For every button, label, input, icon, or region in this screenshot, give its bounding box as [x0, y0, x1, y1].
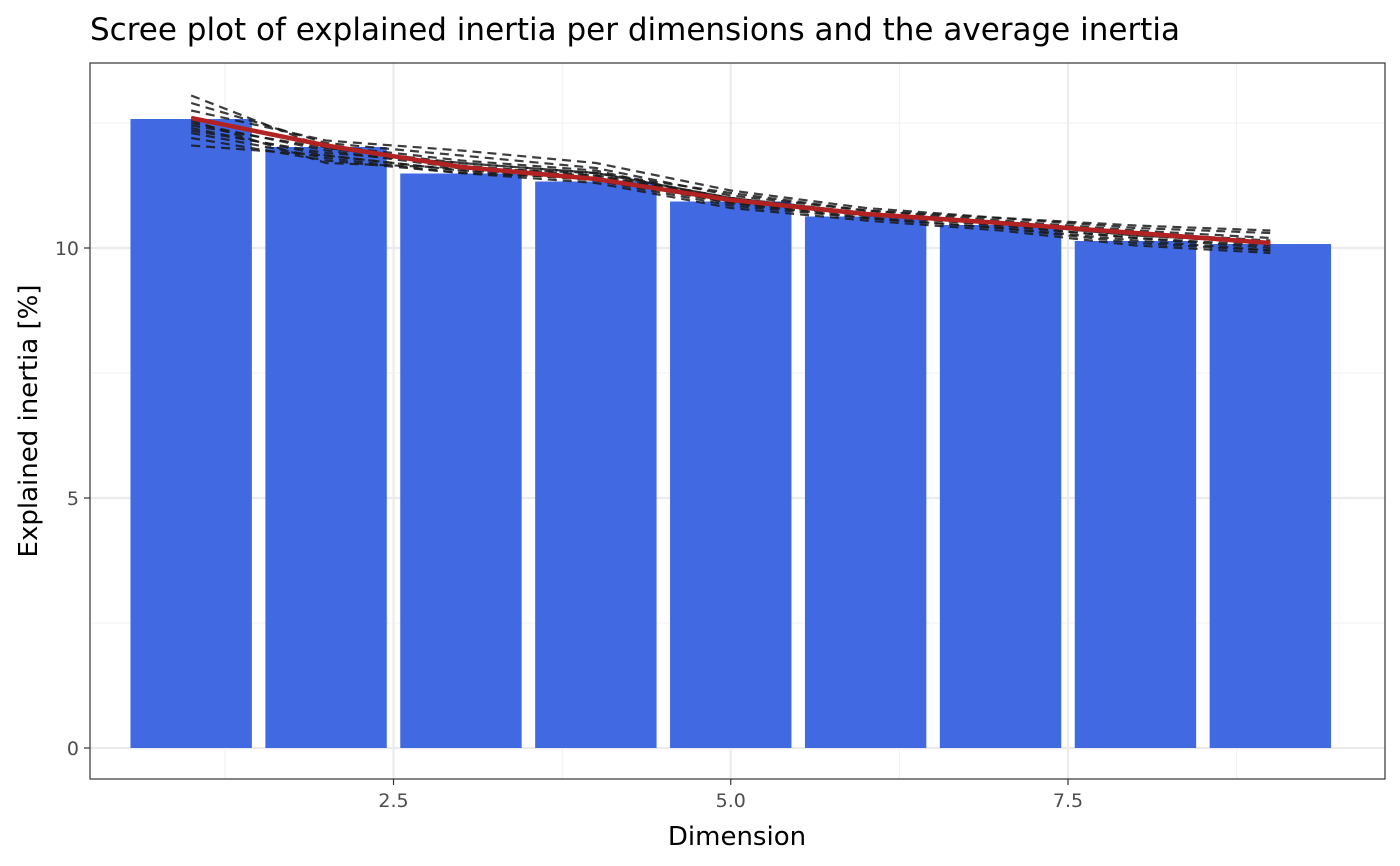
chart-title: Scree plot of explained inertia per dime…	[90, 12, 1180, 48]
y-tick-label: 0	[67, 738, 79, 760]
bars	[130, 119, 1332, 748]
x-axis: 2.5 5.0 7.5	[378, 779, 1083, 812]
simulation-line	[190, 131, 1271, 255]
plot-panel	[89, 62, 1386, 780]
bar	[1074, 241, 1197, 748]
bar	[400, 173, 522, 748]
simulation-line	[190, 119, 1271, 235]
bar	[265, 147, 387, 748]
simulation-line	[190, 109, 1271, 232]
average-line-group	[190, 115, 1271, 246]
bar	[535, 181, 657, 748]
y-axis-title: Explained inertia [%]	[14, 285, 44, 558]
x-tick-label: 5.0	[716, 790, 746, 812]
average-line	[190, 115, 1271, 246]
y-tick-label: 5	[67, 488, 79, 510]
bar	[804, 216, 927, 748]
simulation-line	[190, 101, 1271, 240]
y-tick-label: 10	[55, 238, 79, 260]
x-axis-title: Dimension	[668, 822, 806, 852]
x-tick-label: 7.5	[1053, 790, 1083, 812]
y-axis: 0 5 10	[55, 238, 90, 760]
panel-border	[89, 62, 1386, 780]
bar	[130, 119, 252, 748]
x-tick-label: 2.5	[378, 790, 408, 812]
bar	[1209, 244, 1332, 748]
bar	[670, 201, 792, 748]
bar	[939, 225, 1062, 748]
